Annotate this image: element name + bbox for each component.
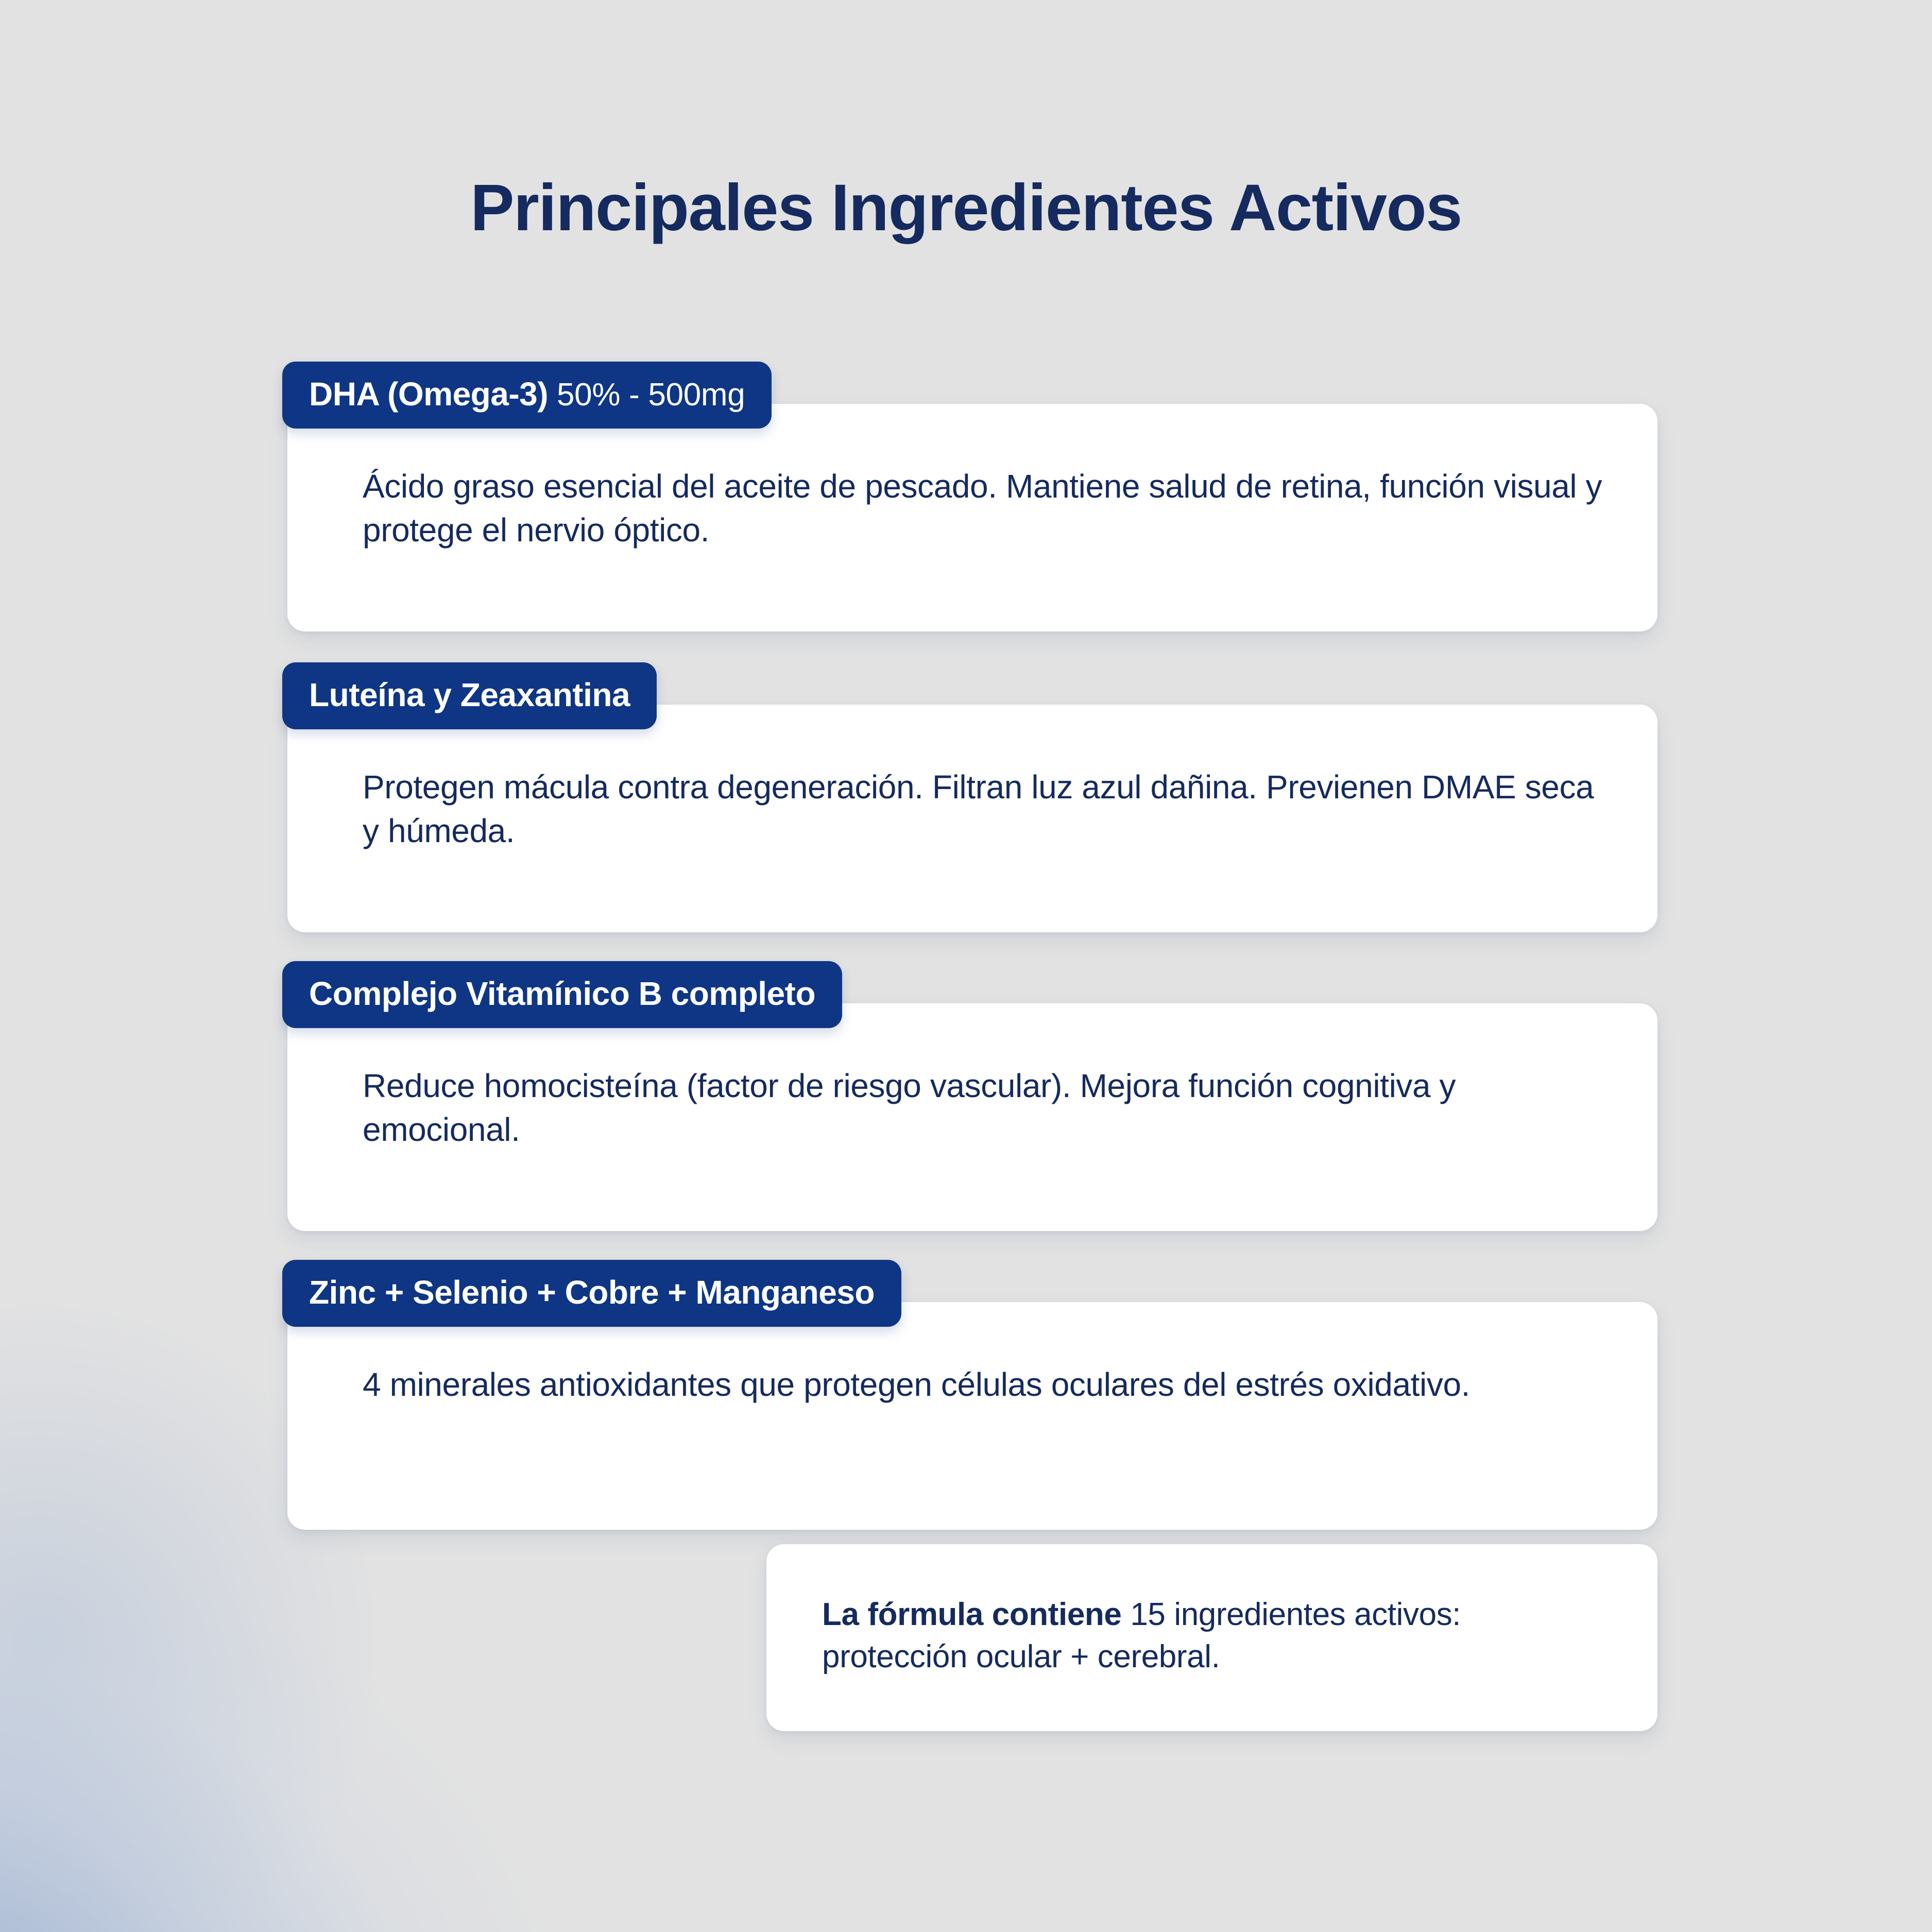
formula-summary-text: La fórmula contiene 15 ingredientes acti…: [822, 1594, 1602, 1679]
ingredient-description: Reduce homocisteína (factor de riesgo va…: [363, 1067, 1456, 1149]
ingredient-badge[interactable]: Zinc + Selenio + Cobre + Manganeso: [282, 1260, 901, 1327]
ingredient-description: Protegen mácula contra degeneración. Fil…: [363, 768, 1594, 850]
formula-summary-lead: La fórmula contiene: [822, 1597, 1122, 1632]
ingredient-badge-title: DHA (Omega-3): [309, 375, 549, 413]
ingredient-card: Reduce homocisteína (factor de riesgo va…: [287, 1003, 1657, 1231]
ingredient-card: Ácido graso esencial del aceite de pesca…: [287, 404, 1657, 631]
ingredient-badge[interactable]: Complejo Vitamínico B completo: [282, 961, 843, 1028]
ingredient-badge[interactable]: Luteína y Zeaxantina: [282, 662, 657, 729]
ingredient-card: 4 minerales antioxidantes que protegen c…: [287, 1302, 1657, 1530]
formula-summary-card: La fórmula contiene 15 ingredientes acti…: [766, 1544, 1657, 1731]
ingredient-badge-title: Luteína y Zeaxantina: [309, 676, 630, 713]
ingredient-badge-dose: 50% - 500mg: [548, 377, 745, 413]
page-title: Principales Ingredientes Activos: [470, 171, 1462, 245]
ingredient-description: Ácido graso esencial del aceite de pesca…: [363, 468, 1602, 549]
ingredient-card: Protegen mácula contra degeneración. Fil…: [287, 705, 1657, 932]
ingredient-badge[interactable]: DHA (Omega-3) 50% - 500mg: [282, 362, 772, 429]
ingredient-badge-title: Complejo Vitamínico B completo: [309, 975, 816, 1012]
ingredient-description: 4 minerales antioxidantes que protegen c…: [363, 1366, 1471, 1403]
ingredient-badge-title: Zinc + Selenio + Cobre + Manganeso: [309, 1274, 875, 1311]
formula-summary-rest: 15 ingredientes activos: protección ocul…: [822, 1597, 1461, 1675]
